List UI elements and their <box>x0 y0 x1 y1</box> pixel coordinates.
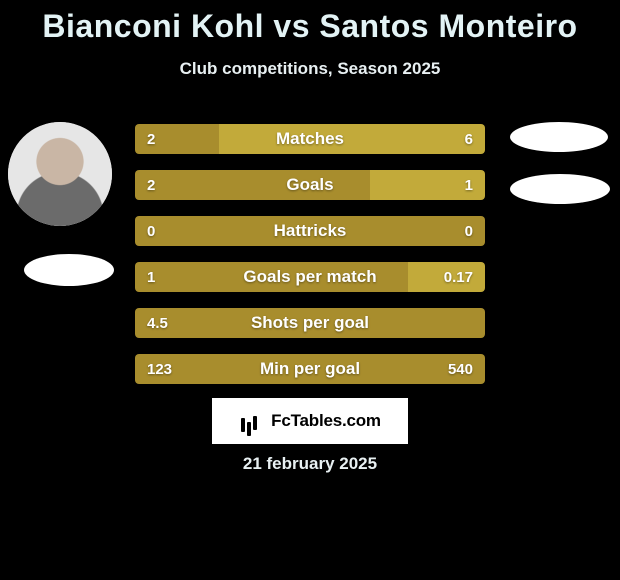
stat-row: Shots per goal4.5 <box>135 308 485 338</box>
stat-row: Goals21 <box>135 170 485 200</box>
stat-row: Min per goal123540 <box>135 354 485 384</box>
brand-logo: FcTables.com <box>212 398 408 444</box>
brand-name: FcTables.com <box>271 411 381 431</box>
page-title: Bianconi Kohl vs Santos Monteiro <box>0 0 620 45</box>
player-right-flag-1 <box>510 122 608 152</box>
page-subtitle: Club competitions, Season 2025 <box>0 59 620 79</box>
bar-segment-left <box>135 170 370 200</box>
stat-value-left: 2 <box>147 124 155 154</box>
stat-value-left: 4.5 <box>147 308 168 338</box>
stat-value-right: 6 <box>465 124 473 154</box>
stat-value-left: 2 <box>147 170 155 200</box>
stat-row: Matches26 <box>135 124 485 154</box>
bar-segment-left <box>135 354 485 384</box>
stat-value-right: 1 <box>465 170 473 200</box>
player-right-flag-2 <box>510 174 610 204</box>
stat-value-left: 1 <box>147 262 155 292</box>
bar-segment-left <box>135 262 408 292</box>
snapshot-date: 21 february 2025 <box>0 454 620 474</box>
bar-chart-icon <box>239 408 265 434</box>
stat-value-right: 0 <box>465 216 473 246</box>
bar-segment-right <box>219 124 485 154</box>
stat-value-right: 0.17 <box>444 262 473 292</box>
bar-segment-left <box>135 216 485 246</box>
stat-value-left: 123 <box>147 354 172 384</box>
comparison-chart: Matches26Goals21Hattricks00Goals per mat… <box>135 124 485 400</box>
stat-row: Goals per match10.17 <box>135 262 485 292</box>
stat-value-right: 540 <box>448 354 473 384</box>
player-left-flag <box>24 254 114 286</box>
bar-segment-left <box>135 308 485 338</box>
stat-row: Hattricks00 <box>135 216 485 246</box>
stat-value-left: 0 <box>147 216 155 246</box>
player-left-avatar <box>8 122 112 226</box>
